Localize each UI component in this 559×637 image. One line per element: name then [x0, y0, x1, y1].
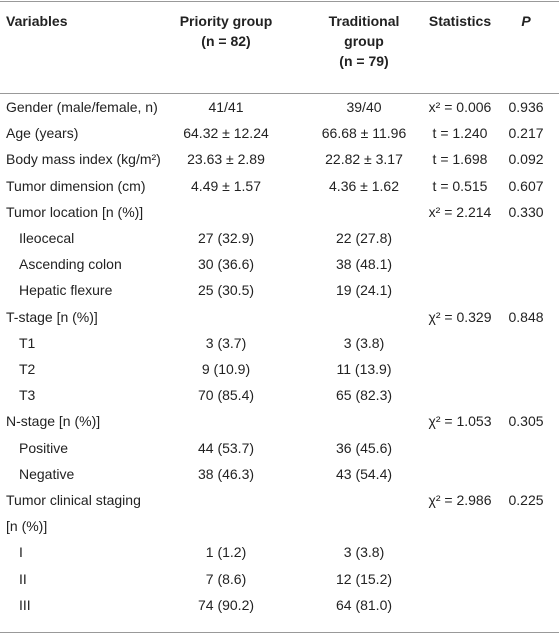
row-label: Tumor dimension (cm)	[6, 177, 146, 194]
cell-traditional: 64 (81.0)	[335, 596, 393, 613]
cell-priority: 9 (10.9)	[201, 361, 251, 377]
cell-priority: 23.63 ± 2.89	[187, 151, 265, 168]
cell-priority: 44 (53.7)	[197, 439, 255, 456]
cell-traditional: 66.68 ± 11.96	[321, 125, 407, 142]
cell-traditional: 19 (24.1)	[335, 282, 393, 299]
row-label: Positive	[19, 439, 69, 456]
cell-traditional: 65 (82.3)	[335, 387, 393, 404]
row-label: T1	[19, 334, 36, 351]
cell-statistics: x² = 2.214	[428, 203, 492, 220]
cell-traditional: 22 (27.8)	[335, 230, 393, 246]
row-label: III	[19, 596, 31, 613]
cell-p: 0.848	[508, 308, 544, 325]
row-label: Hepatic flexure	[19, 282, 113, 299]
cell-traditional: 36 (45.6)	[335, 439, 393, 456]
cell-p: 0.305	[508, 413, 544, 430]
header-cell: Traditional	[328, 13, 400, 29]
row-label: Body mass index (kg/m²)	[6, 151, 161, 168]
header-cell: Statistics	[428, 13, 492, 29]
header-rule	[0, 93, 559, 94]
row-label: Tumor location [n (%)]	[6, 203, 144, 220]
cell-traditional: 39/40	[346, 99, 382, 115]
cell-statistics: χ² = 2.986	[428, 492, 492, 508]
row-label: [n (%)]	[6, 518, 48, 535]
cell-priority: 3 (3.7)	[205, 334, 247, 351]
cell-p: 0.607	[508, 177, 544, 194]
header-cell: (n = 79)	[339, 53, 389, 69]
cell-statistics: χ² = 0.329	[428, 308, 492, 325]
row-label: Tumor clinical staging	[6, 492, 141, 508]
cell-priority: 38 (46.3)	[197, 465, 255, 482]
row-label: I	[19, 544, 23, 561]
cell-p: 0.936	[508, 99, 544, 115]
row-label: Gender (male/female, n)	[6, 99, 158, 115]
cell-statistics: χ² = 1.053	[428, 413, 492, 430]
cell-traditional: 3 (3.8)	[343, 544, 385, 561]
header-cell: group	[344, 33, 384, 49]
row-label: II	[19, 570, 27, 587]
cell-priority: 74 (90.2)	[197, 596, 255, 613]
top-rule	[0, 1, 559, 2]
row-label: T3	[19, 387, 36, 404]
bottom-rule	[0, 632, 559, 633]
cell-priority: 25 (30.5)	[197, 282, 255, 299]
header-cell: P	[521, 13, 531, 29]
header-cell: (n = 82)	[201, 33, 251, 49]
cell-statistics: t = 0.515	[432, 177, 488, 194]
row-label: Negative	[19, 465, 75, 482]
cell-traditional: 4.36 ± 1.62	[329, 177, 399, 194]
row-label: Age (years)	[6, 125, 79, 142]
cell-p: 0.225	[508, 492, 544, 508]
cell-priority: 27 (32.9)	[197, 230, 255, 246]
cell-priority: 30 (36.6)	[197, 256, 255, 273]
cell-priority: 7 (8.6)	[205, 570, 247, 587]
cell-traditional: 38 (48.1)	[335, 256, 393, 273]
row-label: Ileocecal	[19, 230, 75, 246]
cell-priority: 64.32 ± 12.24	[183, 125, 269, 142]
cell-p: 0.330	[508, 203, 544, 220]
cell-statistics: t = 1.698	[432, 151, 488, 168]
cell-traditional: 11 (13.9)	[336, 361, 392, 377]
cell-priority: 41/41	[208, 99, 244, 115]
cell-priority: 1 (1.2)	[205, 544, 247, 561]
row-label: N-stage [n (%)]	[6, 413, 101, 430]
cell-traditional: 43 (54.4)	[335, 465, 393, 482]
row-label: Ascending colon	[19, 256, 122, 273]
cell-priority: 70 (85.4)	[197, 387, 255, 404]
cell-traditional: 12 (15.2)	[335, 570, 393, 587]
cell-traditional: 3 (3.8)	[343, 334, 385, 351]
row-label: T-stage [n (%)]	[6, 308, 98, 325]
cell-priority: 4.49 ± 1.57	[191, 177, 261, 194]
cell-p: 0.217	[508, 125, 544, 142]
cell-statistics: t = 1.240	[432, 125, 488, 142]
header-cell: Variables	[6, 13, 68, 29]
header-cell: Priority group	[179, 13, 273, 29]
row-label: T2	[19, 361, 36, 377]
cell-statistics: x² = 0.006	[428, 99, 492, 115]
cell-p: 0.092	[508, 151, 544, 168]
cell-traditional: 22.82 ± 3.17	[325, 151, 403, 168]
